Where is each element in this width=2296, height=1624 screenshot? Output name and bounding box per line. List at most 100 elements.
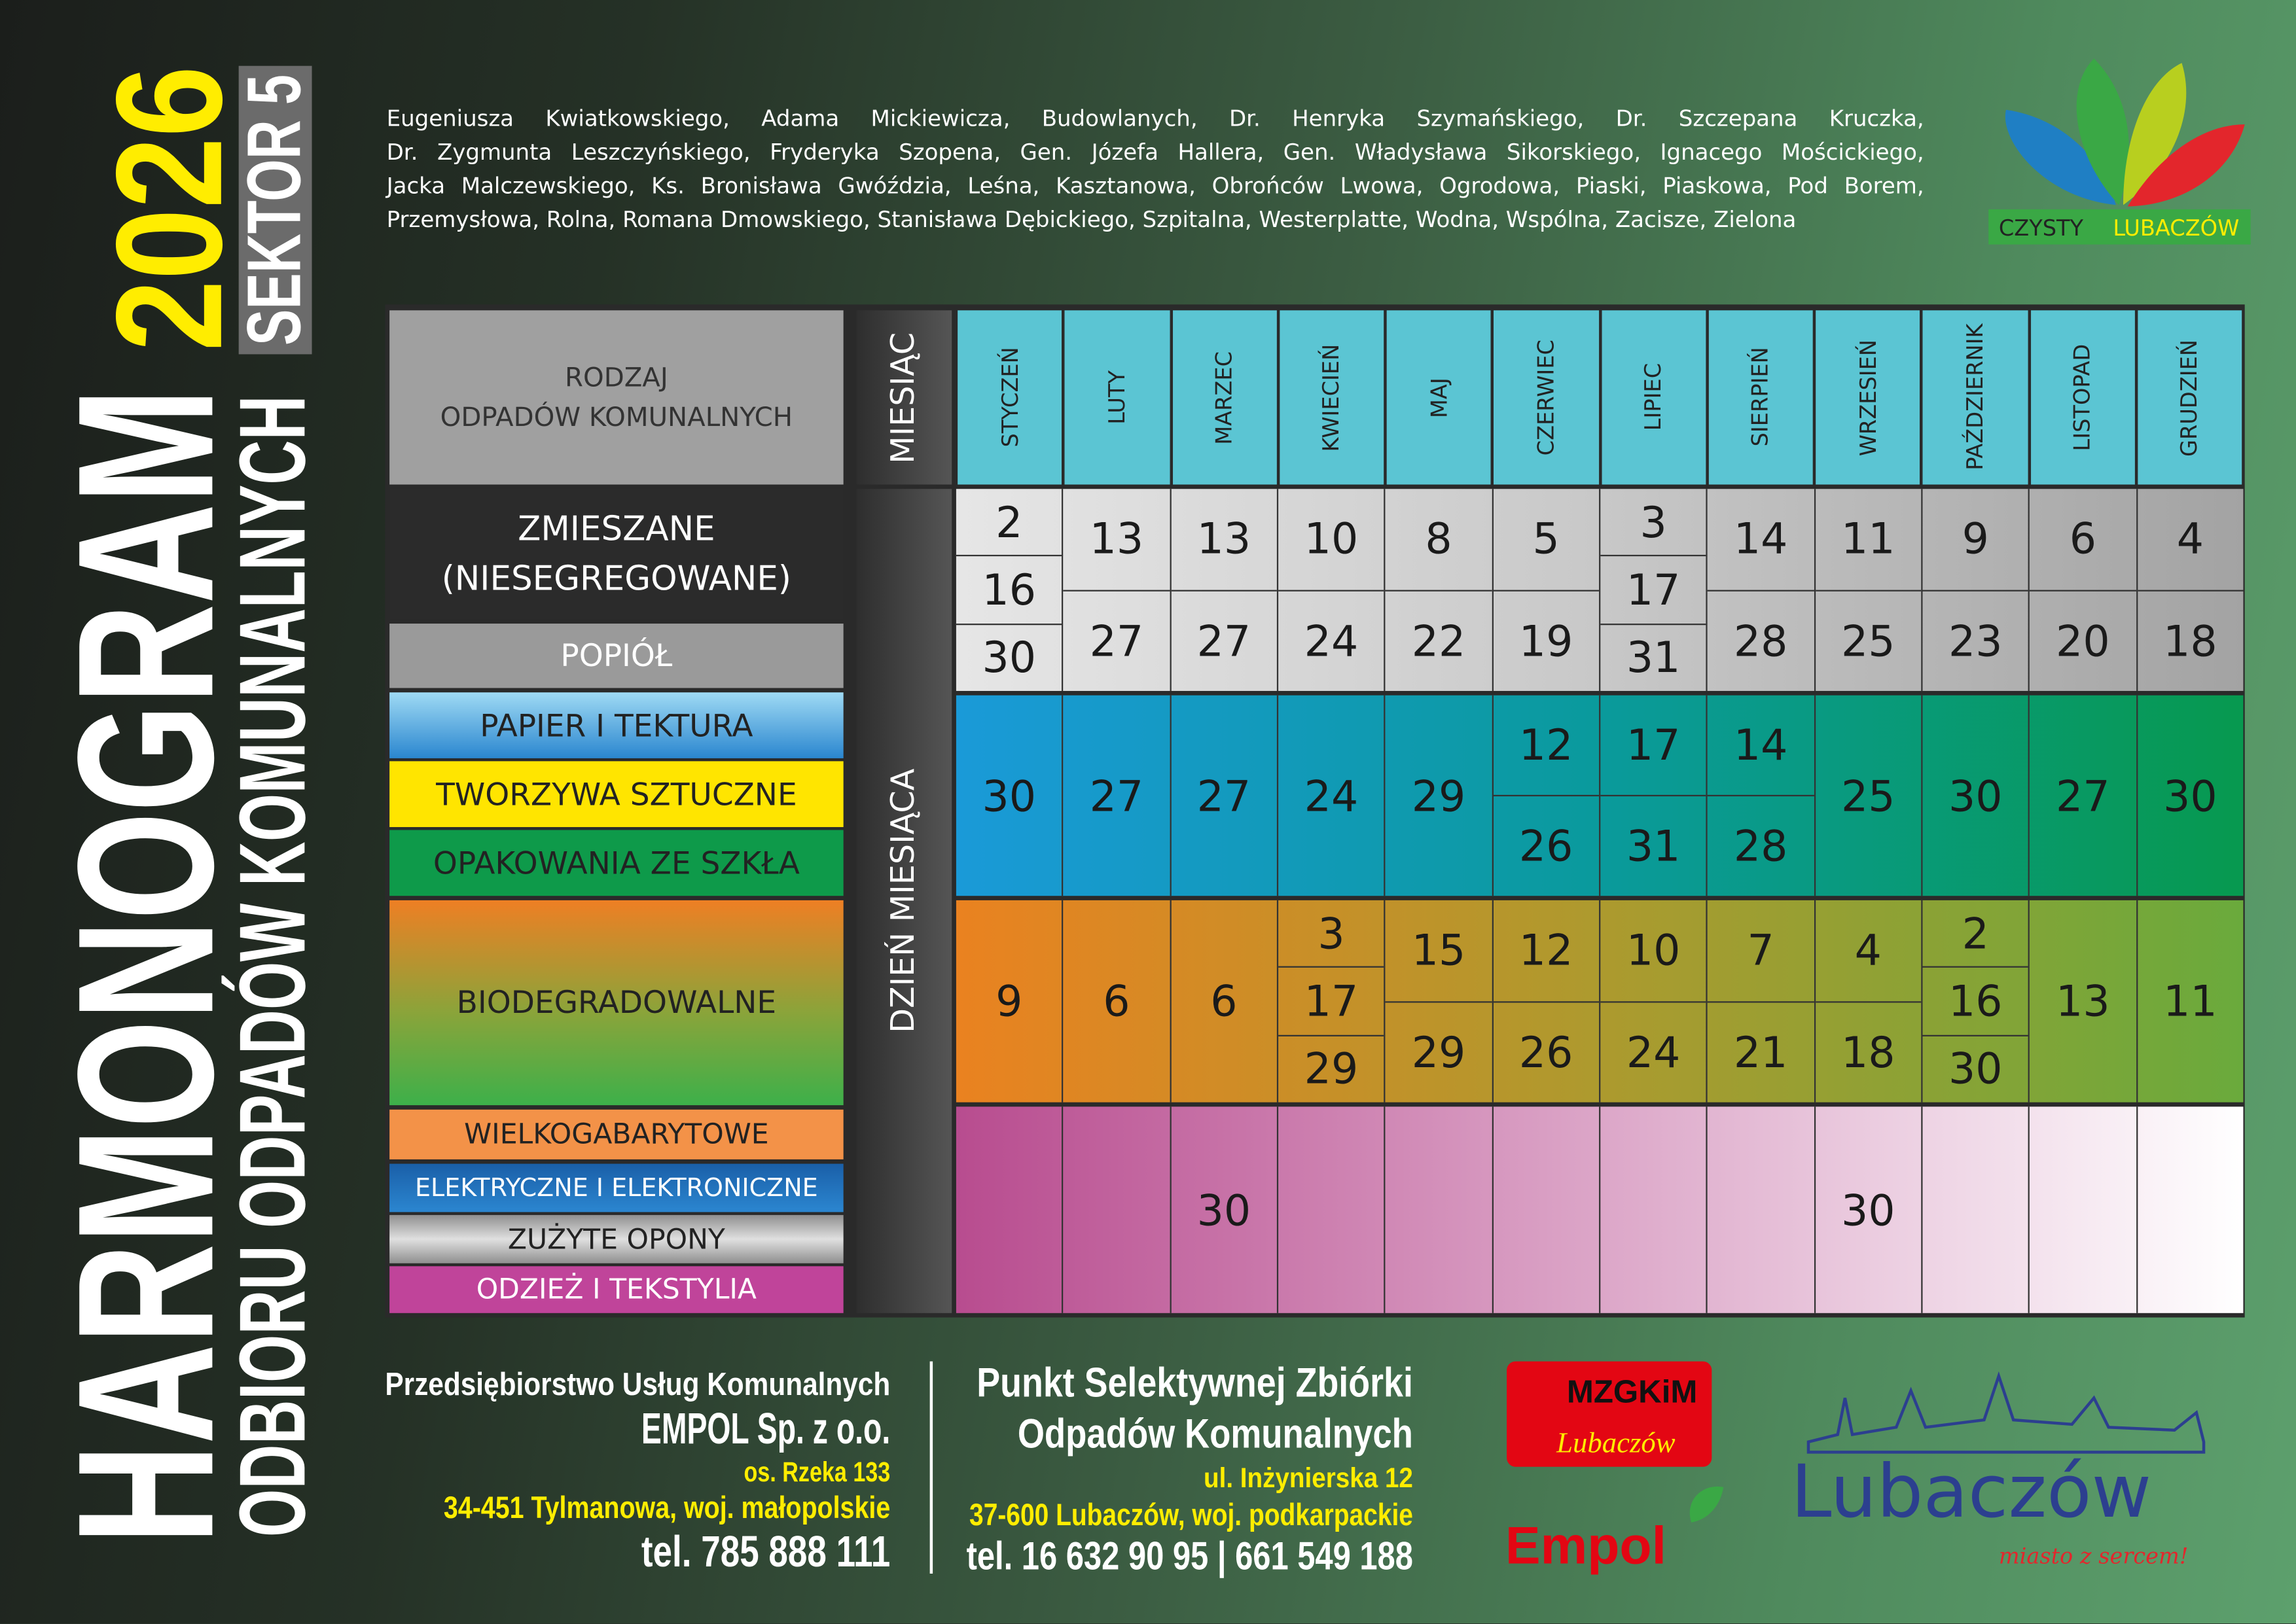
pickup-day: 24 (1304, 770, 1359, 821)
day-cell: 13 27 (1171, 489, 1279, 691)
month-label: PAŹDZIERNIK (1962, 324, 1988, 471)
month-header: STYCZEŃ (958, 310, 1062, 485)
day-cell: 27 (1064, 695, 1172, 896)
day-cell: 9 23 (1922, 489, 2030, 691)
pszok-phone: tel. 16 632 90 95 | 661 549 188 (967, 1533, 1413, 1579)
month-label: MAJ (1426, 377, 1452, 418)
pickup-day: 30 (2163, 770, 2217, 821)
label-ash: POPIÓŁ (389, 624, 844, 688)
day-cell: 6 (1064, 900, 1172, 1103)
month-label: STYCZEŃ (996, 347, 1023, 448)
pickup-day: 25 (1840, 616, 1895, 666)
month-header: LUTY (1065, 310, 1170, 485)
month-header: PAŹDZIERNIK (1923, 310, 2028, 485)
day-cell: 30 (2137, 696, 2243, 896)
pickup-day: 4 (2137, 489, 2244, 591)
day-cell: 14 28 (1708, 489, 1816, 691)
empol-logo-text: Empol (1505, 1516, 1666, 1575)
czysty-lubaczow-logo: CZYSTY LUBACZÓW (1988, 58, 2251, 245)
month-axis-label: MIESIĄC (886, 331, 923, 463)
day-cell: 11 25 (1815, 489, 1923, 691)
pickup-day (1064, 1106, 1170, 1313)
pickup-day: 12 (1493, 696, 1599, 797)
day-cell (2030, 1106, 2138, 1313)
day-axis: DZIEŃ MIESIĄCA (856, 489, 952, 1313)
day-cell: 10 24 (1278, 489, 1386, 691)
pickup-day: 12 (1493, 900, 1599, 1002)
pickup-day: 18 (1840, 1027, 1895, 1078)
pickup-day: 4 (1815, 900, 1922, 1002)
pickup-day: 26 (1518, 821, 1573, 872)
pickup-day (956, 1106, 1062, 1313)
day-cell: 15 29 (1386, 900, 1494, 1103)
pickup-day: 23 (1948, 616, 2003, 666)
day-cell: 27 (1171, 695, 1279, 896)
label-text: (NIESEGREGOWANE) (441, 559, 792, 598)
pickup-day: 2 (956, 489, 1062, 557)
label-mixed: ZMIESZANE (NIESEGREGOWANE) (389, 489, 844, 620)
pickup-day: 9 (1922, 489, 2029, 591)
month-header: MAJ (1386, 310, 1492, 485)
pickup-day: 13 (2056, 976, 2110, 1027)
label-glass: OPAKOWANIA ZE SZKŁA (389, 830, 844, 896)
month-label: LISTOPAD (2069, 344, 2096, 451)
day-cell: 2 16 30 (1922, 900, 2030, 1103)
day-cell: 30 (956, 695, 1064, 896)
sector-badge-box (238, 65, 312, 355)
pickup-day: 6 (1103, 976, 1130, 1027)
day-cell: 5 19 (1493, 489, 1601, 691)
day-cell (2137, 1106, 2243, 1313)
day-cell: 24 (1278, 695, 1386, 896)
month-header: CZERWIEC (1494, 310, 1598, 485)
month-header: LIPIEC (1601, 310, 1706, 485)
pickup-day: 28 (1733, 616, 1788, 666)
day-cell: 12 26 (1493, 695, 1601, 896)
day-cell: 13 27 (1063, 489, 1172, 691)
month-header: SIERPIEŃ (1708, 310, 1813, 485)
company-street: os. Rzeka 133 (744, 1457, 891, 1488)
pickup-day: 29 (1304, 1044, 1359, 1094)
pickup-day: 19 (1518, 616, 1573, 666)
month-header: GRUDZIEŃ (2137, 310, 2242, 485)
month-label: GRUDZIEŃ (2176, 338, 2203, 456)
pickup-day: 20 (2056, 616, 2110, 666)
pickup-day: 31 (1626, 821, 1681, 872)
day-cell: 4 18 (2137, 489, 2244, 691)
city-logo-text: Lubaczów (1791, 1449, 2151, 1534)
pickup-day: 14 (1708, 696, 1814, 797)
pickup-day: 5 (1493, 489, 1599, 591)
pickup-day: 17 (1278, 968, 1384, 1036)
day-cell: 12 26 (1493, 900, 1601, 1103)
pickup-day: 26 (1518, 1027, 1573, 1078)
month-header: WRZESIEŃ (1816, 310, 1920, 485)
pickup-day: 29 (1411, 770, 1466, 821)
month-label: LUTY (1103, 370, 1130, 425)
pickup-day: 29 (1411, 1027, 1466, 1078)
pickup-day: 28 (1733, 821, 1788, 872)
month-label: WRZESIEŃ (1854, 339, 1882, 456)
pickup-day: 30 (1948, 770, 2003, 821)
label-paper: PAPIER I TEKTURA (389, 692, 844, 758)
label-tires: ZUŻYTE OPONY (389, 1214, 844, 1263)
pickup-day (1600, 1106, 1706, 1313)
company-phone: tel. 785 888 111 (641, 1527, 890, 1576)
pickup-day: 10 (1278, 489, 1384, 591)
street-line: Przemysłowa, Rolna, Romana Dmowskiego, S… (386, 206, 1797, 233)
day-cell: 8 22 (1386, 489, 1494, 691)
label-electro: ELEKTRYCZNE I ELEKTRONICZNE (389, 1163, 844, 1212)
logo-czysty-word1: CZYSTY (1999, 215, 2084, 241)
section-bulky: 30 30 (956, 1106, 2244, 1313)
day-cell: 30 (1922, 695, 2030, 896)
pickup-day: 2 (1922, 900, 2029, 968)
month-header: MARZEC (1172, 310, 1277, 485)
company-city: 34-451 Tylmanowa, woj. małopolskie (444, 1490, 890, 1525)
header-label: ODPADÓW KOMUNALNYCH (440, 402, 793, 433)
title-sector: SEKTOR 5 (232, 74, 318, 345)
pickup-day: 25 (1840, 770, 1895, 821)
company-legal-name: EMPOL Sp. z o.o. (641, 1404, 890, 1453)
mzgkim-empol-logos: MZGKiM Lubaczów Empol (1505, 1361, 1724, 1575)
day-cell: 25 (1815, 695, 1923, 896)
lubaczow-city-logo: Lubaczów miasto z sercem! (1791, 1371, 2206, 1568)
section-bio: 9 6 6 3 17 29 15 29 12 26 10 24 7 21 4 18 2 16 30 13 11 (956, 900, 2244, 1103)
label-textiles: ODZIEŻ I TEKSTYLIA (389, 1266, 844, 1313)
